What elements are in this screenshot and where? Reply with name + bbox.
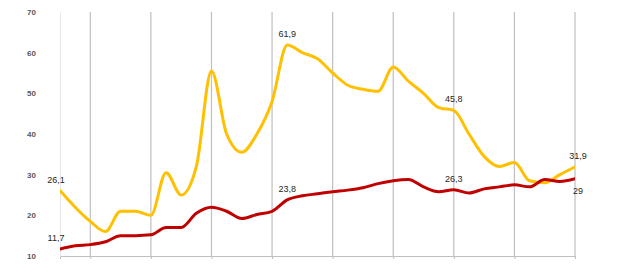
grid-line	[150, 12, 151, 256]
tick-label: 10	[27, 252, 36, 261]
data-label: 31,9	[569, 151, 587, 161]
tick: 10	[27, 252, 60, 261]
tick	[90, 256, 91, 259]
axis-line	[60, 13, 61, 257]
tick: 20	[27, 211, 60, 220]
line	[60, 179, 575, 249]
tick-label: 50	[27, 89, 36, 98]
tick-label: 70	[27, 8, 36, 17]
grid-line	[332, 12, 333, 256]
x-axis	[61, 256, 576, 259]
tick-mark	[90, 256, 91, 259]
line	[60, 45, 575, 232]
data-label: 61,9	[278, 29, 296, 39]
data-label: 26,3	[445, 174, 463, 184]
data-label: 11,7	[48, 233, 65, 243]
tick-mark	[211, 256, 212, 259]
tick-label: 20	[27, 211, 36, 220]
tick	[393, 256, 394, 259]
data-labels: 26,1 61,9 45,8 31,9 11,7 23,8 26,3 29	[47, 29, 587, 243]
tick	[514, 256, 515, 259]
tick	[272, 256, 273, 259]
tick	[211, 256, 212, 259]
grid-line	[211, 12, 212, 256]
tick: 50	[27, 89, 60, 98]
x-grid	[90, 12, 575, 256]
series-group	[60, 45, 575, 249]
tick: 70	[27, 8, 60, 17]
tick	[333, 256, 334, 259]
chart: 1020304050607026,161,945,831,911,723,826…	[0, 0, 620, 264]
tick: 60	[27, 49, 60, 58]
grid-line	[514, 12, 515, 256]
tick-mark	[151, 256, 152, 259]
data-label: 26,1	[47, 175, 65, 185]
y-axis: 10 20 30 40 50 60 70	[27, 8, 60, 261]
data-label: 45,8	[445, 94, 463, 104]
tick-mark	[272, 256, 273, 259]
tick: 40	[27, 130, 60, 139]
tick-label: 60	[27, 49, 36, 58]
tick	[454, 256, 455, 259]
tick-mark	[333, 256, 334, 259]
data-label: 29	[573, 186, 583, 196]
tick-mark	[393, 256, 394, 259]
data-label: 23,8	[278, 184, 296, 194]
grid-line	[271, 12, 272, 256]
grid-line	[393, 12, 394, 256]
tick	[151, 256, 152, 259]
tick	[575, 256, 576, 259]
tick-mark	[454, 256, 455, 259]
grid-line	[574, 12, 575, 256]
tick-mark	[514, 256, 515, 259]
tick-mark	[575, 256, 576, 259]
plot: 1020304050607026,161,945,831,911,723,826…	[27, 8, 587, 261]
tick-label: 30	[27, 171, 36, 180]
grid-line	[453, 12, 454, 256]
tick-label: 40	[27, 130, 36, 139]
axis-line	[61, 257, 576, 260]
